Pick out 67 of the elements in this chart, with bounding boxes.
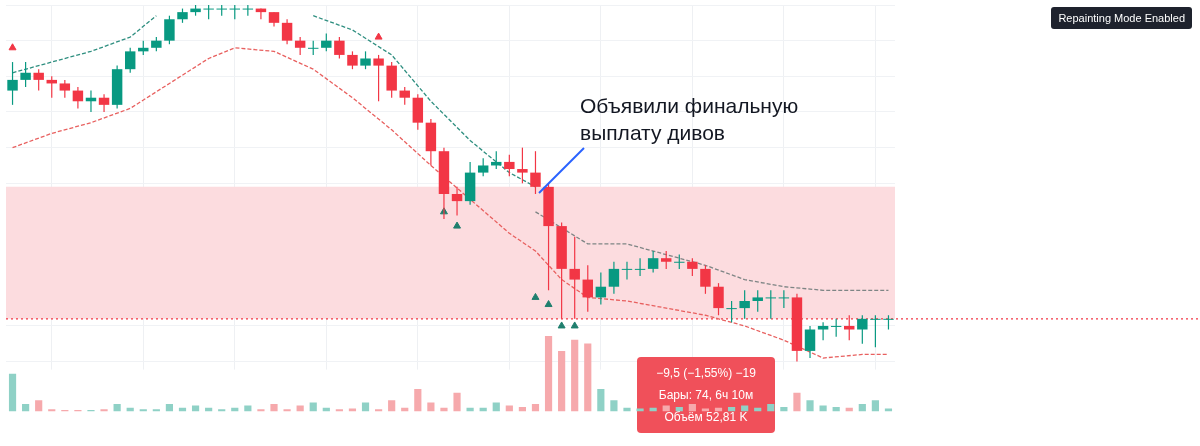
- candlestick: [765, 289, 777, 320]
- annotation: Объявили финальную выплату дивов: [580, 93, 800, 146]
- text: Repainting Mode Enabled: [1051, 7, 1192, 29]
- candlestick: [451, 186, 463, 216]
- bar: [544, 336, 553, 412]
- bar: [257, 409, 265, 412]
- bar: [571, 339, 579, 412]
- candlestick: [124, 47, 136, 74]
- candlestick: [739, 289, 750, 320]
- candlestick: [700, 264, 711, 295]
- candlestick: [647, 250, 659, 274]
- candlestick: [778, 289, 790, 309]
- candlestick: [817, 321, 829, 341]
- bar: [270, 404, 278, 412]
- point: [557, 321, 566, 329]
- bar: [871, 400, 879, 412]
- candlestick: [713, 282, 724, 316]
- bar: [767, 404, 775, 412]
- bar: [597, 388, 605, 412]
- annotation: Объём 52,81 K: [663, 409, 749, 426]
- candlestick: [530, 150, 541, 195]
- candlestick: [504, 154, 515, 177]
- annotation: −9,5 (−1,55%) −19: [655, 365, 757, 382]
- candlestick: [242, 4, 254, 17]
- bar: [531, 404, 540, 412]
- candlestick: [98, 93, 110, 113]
- bar: [165, 404, 174, 412]
- candlestick: [33, 68, 44, 92]
- candlestick: [517, 147, 528, 184]
- bar: [793, 392, 801, 412]
- candlestick: [726, 300, 737, 323]
- bar: [388, 400, 396, 412]
- bar: [8, 373, 17, 412]
- annotation: Бары: 74, 6ч 10м: [657, 387, 755, 404]
- candlestick: [634, 257, 646, 277]
- point: [544, 300, 553, 308]
- candlestick: [870, 314, 881, 348]
- bar: [35, 400, 43, 412]
- candlestick: [164, 15, 175, 45]
- bar: [283, 409, 291, 412]
- candlestick: [20, 61, 31, 88]
- candlestick: [752, 289, 763, 313]
- bar: [688, 404, 696, 412]
- bar: [100, 409, 108, 412]
- bar: [610, 400, 618, 412]
- bar: [453, 392, 461, 412]
- bar: [806, 400, 814, 412]
- bar: [858, 404, 866, 412]
- bar: [558, 351, 566, 412]
- candlestick: [334, 36, 345, 60]
- point: [374, 32, 383, 40]
- candlestick: [373, 54, 384, 102]
- candlestick: [281, 18, 293, 45]
- point: [570, 321, 579, 329]
- bar: [113, 404, 121, 412]
- bar: [584, 343, 592, 412]
- candlestick: [857, 314, 868, 345]
- bar: [414, 388, 422, 412]
- candlestick: [804, 325, 816, 359]
- point: [453, 221, 461, 229]
- candlestick: [582, 264, 593, 313]
- candlestick: [7, 61, 18, 106]
- bar: [22, 404, 30, 412]
- candlestick: [621, 261, 633, 281]
- candlestick: [608, 261, 620, 295]
- point: [8, 43, 17, 51]
- point: [531, 292, 540, 300]
